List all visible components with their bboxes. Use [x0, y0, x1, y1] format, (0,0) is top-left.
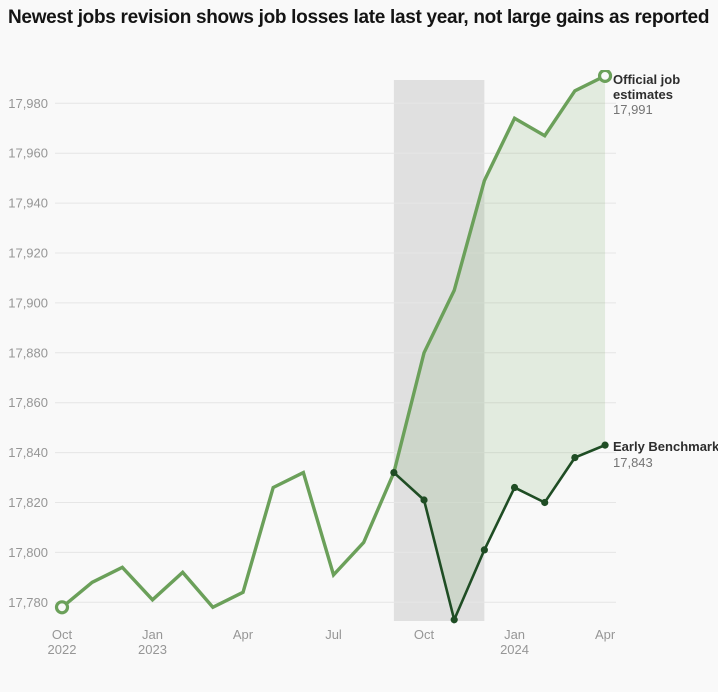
official-estimates-line — [60, 74, 607, 610]
y-axis-tick-label: 17,920 — [8, 246, 48, 261]
x-axis-tick-label: Jul — [325, 627, 342, 642]
benchmark-point-marker — [601, 441, 609, 449]
y-axis-tick-label: 17,900 — [8, 295, 48, 310]
benchmark-series-end-value: 17,843 — [613, 454, 653, 470]
benchmark-series-annotation: Early Benchmark 17,843 — [613, 439, 718, 470]
official-end-marker — [597, 70, 613, 83]
chart-title: Newest jobs revision shows job losses la… — [8, 7, 710, 28]
official-series-label: Official job estimates — [613, 72, 681, 102]
x-axis-tick-label: Jan — [504, 627, 525, 642]
y-axis-tick-label: 17,840 — [8, 445, 48, 460]
revision-period-band — [393, 80, 485, 621]
benchmark-point-marker — [571, 453, 579, 462]
x-axis-tick-year-label: 2022 — [48, 642, 77, 657]
benchmark-point-marker — [480, 546, 488, 554]
x-axis-tick-label: Apr — [595, 627, 616, 642]
x-axis-tick-year-label: 2023 — [138, 642, 167, 657]
x-axis-tick-label: Oct — [52, 627, 73, 642]
x-axis-tick-label: Oct — [414, 627, 435, 642]
y-axis-tick-label: 17,820 — [8, 495, 48, 510]
chart-area: 17,780 17,800 17,820 17,840 17,860 17,880 17,9… — [0, 70, 718, 692]
x-axis-tick-label: Apr — [233, 627, 254, 642]
official-series-annotation: Official job estimates 17,991 — [613, 72, 703, 118]
y-axis-tick-label: 17,880 — [8, 345, 48, 360]
y-axis-tick-label: 17,780 — [8, 595, 48, 610]
official-series-end-value: 17,991 — [613, 102, 653, 117]
revision-gap-area — [393, 75, 606, 620]
x-axis-tick-year-label: 2024 — [500, 642, 529, 657]
y-axis-tick-label: 17,980 — [8, 96, 48, 111]
y-axis-tick-label: 17,800 — [8, 545, 48, 560]
y-axis-tick-label: 17,940 — [8, 196, 48, 211]
y-axis-tick-label: 17,960 — [8, 146, 48, 161]
benchmark-point-marker — [541, 498, 549, 507]
benchmark-point-marker — [420, 496, 428, 504]
benchmark-point-marker — [450, 616, 458, 624]
jobs-revision-line-chart: 17,780 17,800 17,820 17,840 17,860 17,880 17,9… — [8, 70, 616, 657]
y-axis-tick-label: 17,860 — [8, 395, 48, 410]
benchmark-series-label: Early Benchmark — [613, 439, 718, 454]
early-benchmark-line — [392, 443, 607, 624]
official-start-marker — [54, 600, 70, 615]
benchmark-point-marker — [390, 468, 398, 477]
x-axis-tick-label: Jan — [142, 627, 163, 642]
benchmark-point-marker — [510, 483, 519, 492]
